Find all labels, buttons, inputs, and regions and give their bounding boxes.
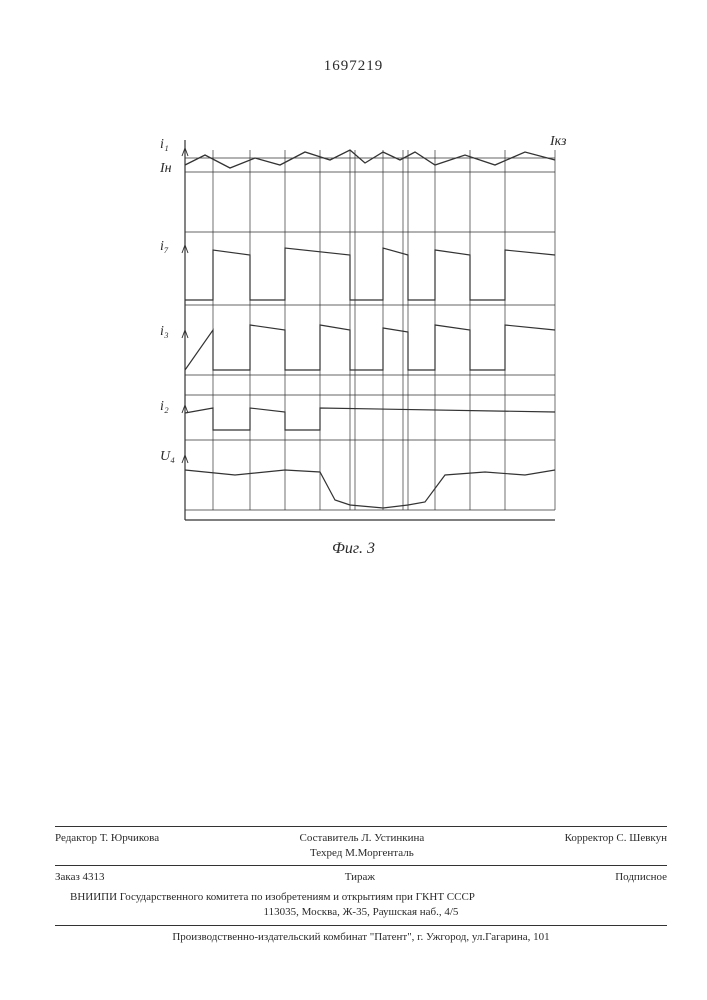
divider	[55, 865, 667, 866]
svg-text:Iн: Iн	[159, 161, 172, 176]
compiler-name: Л. Устинкина	[361, 832, 424, 844]
footer-block: Редактор Т. Юрчикова Составитель Л. Усти…	[55, 822, 667, 945]
editor-role: Редактор	[55, 832, 97, 844]
svg-text:i₂: i₂	[160, 399, 169, 414]
divider	[55, 925, 667, 926]
address-line: 113035, Москва, Ж-35, Раушская наб., 4/5	[55, 905, 667, 920]
mid-credits: Составитель Л. Устинкина Техред М.Морген…	[299, 831, 424, 862]
divider	[55, 826, 667, 827]
publisher-line: Производственно-издательский комбинат "П…	[55, 930, 667, 945]
compiler-role: Составитель	[299, 832, 358, 844]
svg-text:Iкз: Iкз	[549, 134, 567, 149]
oscillogram-chart: i₁ Iн i₇ i₃ i₂ U₄ Iкз	[155, 130, 570, 530]
techred-name: М.Моргенталь	[345, 847, 414, 859]
figure-label: Фиг. 3	[0, 540, 707, 558]
svg-text:i₃: i₃	[160, 324, 169, 339]
page-number: 1697219	[0, 58, 707, 75]
svg-text:U₄: U₄	[160, 449, 175, 464]
svg-text:i₁: i₁	[160, 137, 169, 152]
order-row: Заказ 4313 Тираж Подписное	[55, 870, 667, 885]
corrector-role: Корректор	[565, 832, 614, 844]
editor-label: Редактор Т. Юрчикова	[55, 831, 159, 862]
techred-role: Техред	[310, 847, 342, 859]
corrector-name: С. Шевкун	[616, 832, 667, 844]
vniipi-line: ВНИИПИ Государственного комитета по изоб…	[55, 890, 667, 905]
editor-name: Т. Юрчикова	[100, 832, 159, 844]
podpis-label: Подписное	[615, 870, 667, 885]
svg-text:i₇: i₇	[160, 239, 169, 254]
corrector-label: Корректор С. Шевкун	[565, 831, 667, 862]
credits-row: Редактор Т. Юрчикова Составитель Л. Усти…	[55, 831, 667, 862]
tirazh-label: Тираж	[345, 870, 375, 885]
order-number: Заказ 4313	[55, 870, 105, 885]
